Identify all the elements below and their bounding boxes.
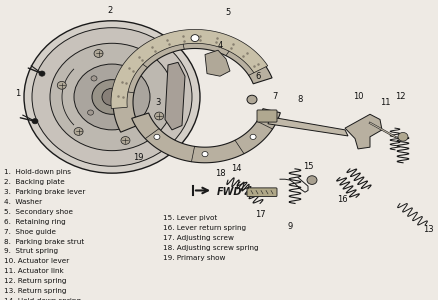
Polygon shape: [131, 109, 280, 163]
Circle shape: [191, 34, 198, 42]
Circle shape: [141, 58, 150, 66]
Text: 15. Lever pivot: 15. Lever pivot: [162, 215, 217, 221]
Text: 18: 18: [214, 169, 225, 178]
Text: 7.  Shoe guide: 7. Shoe guide: [4, 229, 56, 235]
Circle shape: [57, 81, 66, 89]
Circle shape: [127, 113, 133, 118]
Text: 18. Adjusting screw spring: 18. Adjusting screw spring: [162, 244, 258, 250]
Text: 16: 16: [336, 195, 346, 204]
Circle shape: [201, 152, 208, 157]
Circle shape: [92, 80, 132, 114]
Polygon shape: [205, 50, 230, 76]
Circle shape: [87, 110, 93, 115]
Polygon shape: [113, 31, 272, 132]
Text: 4.  Washer: 4. Washer: [4, 199, 42, 205]
Text: 9.  Strut spring: 9. Strut spring: [4, 248, 58, 254]
Circle shape: [91, 76, 97, 81]
Text: 17. Adjusting screw: 17. Adjusting screw: [162, 235, 233, 241]
Polygon shape: [267, 117, 347, 136]
Text: 10: 10: [352, 92, 362, 101]
Text: 5.  Secondary shoe: 5. Secondary shoe: [4, 209, 73, 215]
Text: 17: 17: [254, 210, 265, 219]
Polygon shape: [111, 29, 267, 109]
Text: 3.  Parking brake lever: 3. Parking brake lever: [4, 189, 85, 195]
Circle shape: [306, 176, 316, 184]
Text: 19: 19: [132, 153, 143, 162]
Text: 11: 11: [379, 98, 389, 107]
Circle shape: [32, 28, 191, 166]
Text: 13. Return spring: 13. Return spring: [4, 288, 66, 294]
Text: 6.  Retaining ring: 6. Retaining ring: [4, 219, 66, 225]
Text: 13: 13: [422, 225, 432, 234]
Text: 8: 8: [297, 95, 302, 104]
Circle shape: [94, 50, 103, 57]
Circle shape: [154, 134, 159, 140]
Text: 7: 7: [272, 92, 277, 101]
Circle shape: [247, 95, 256, 104]
Text: 9: 9: [287, 222, 292, 231]
Text: 14: 14: [230, 164, 241, 173]
Polygon shape: [344, 114, 381, 149]
Circle shape: [121, 136, 130, 144]
Text: 1: 1: [15, 89, 21, 98]
Text: 14. Hold-down spring: 14. Hold-down spring: [4, 298, 81, 300]
Circle shape: [154, 112, 163, 120]
Circle shape: [50, 43, 173, 151]
Circle shape: [130, 79, 136, 84]
Circle shape: [74, 64, 150, 130]
Circle shape: [250, 134, 255, 140]
Text: FWD: FWD: [216, 187, 242, 197]
Text: 2: 2: [107, 6, 113, 15]
Text: 8.  Parking brake strut: 8. Parking brake strut: [4, 238, 84, 244]
Text: 19. Primary show: 19. Primary show: [162, 254, 225, 260]
Text: 10. Actuator lever: 10. Actuator lever: [4, 258, 69, 264]
FancyBboxPatch shape: [256, 110, 276, 122]
Circle shape: [39, 71, 45, 76]
Text: 1.  Hold-down pins: 1. Hold-down pins: [4, 169, 71, 175]
Text: 12: 12: [394, 92, 404, 101]
FancyBboxPatch shape: [247, 188, 276, 197]
Text: 6: 6: [255, 72, 260, 81]
Text: 5: 5: [225, 8, 230, 17]
Polygon shape: [165, 62, 184, 130]
Text: 12. Return spring: 12. Return spring: [4, 278, 66, 284]
Circle shape: [24, 21, 200, 173]
Circle shape: [74, 128, 83, 135]
Text: 11. Actuator link: 11. Actuator link: [4, 268, 64, 274]
Text: 2.  Backing plate: 2. Backing plate: [4, 179, 64, 185]
Circle shape: [32, 118, 38, 124]
Text: 4: 4: [217, 40, 222, 50]
Text: 15: 15: [302, 162, 313, 171]
Circle shape: [102, 88, 122, 106]
Circle shape: [397, 133, 407, 141]
Text: 3: 3: [155, 98, 160, 107]
Text: 16. Lever return spring: 16. Lever return spring: [162, 225, 246, 231]
